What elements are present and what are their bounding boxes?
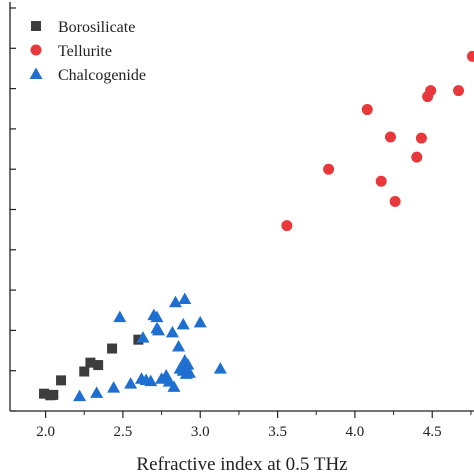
point-chalcogenide: [213, 362, 227, 374]
legend-label: Tellurite: [58, 43, 112, 60]
point-chalcogenide: [165, 325, 179, 338]
legend-item-tellurite: Tellurite: [30, 43, 112, 60]
series-chalcogenide: [73, 292, 227, 402]
point-chalcogenide: [136, 331, 150, 343]
point-chalcogenide: [176, 317, 190, 330]
point-chalcogenide: [113, 310, 127, 323]
point-chalcogenide: [168, 295, 182, 308]
point-tellurite: [425, 85, 437, 97]
point-tellurite: [389, 195, 401, 207]
x-tick-label: 2.0: [36, 424, 55, 440]
x-tick-label: 4.5: [423, 424, 442, 440]
point-borosilicate: [56, 375, 67, 386]
point-chalcogenide: [107, 381, 121, 393]
point-borosilicate: [39, 388, 50, 399]
legend-item-borosilicate: Borosilicate: [31, 19, 135, 36]
legend-marker-tellurite: [30, 44, 42, 56]
point-tellurite: [415, 132, 427, 144]
x-tick-label: 2.5: [114, 424, 133, 440]
legend: Borosilicate Tellurite Chalcogenide: [29, 19, 146, 84]
legend-label: Chalcogenide: [58, 67, 146, 84]
point-chalcogenide: [144, 374, 158, 387]
point-borosilicate: [48, 389, 59, 400]
point-chalcogenide: [178, 292, 192, 304]
point-tellurite: [361, 104, 373, 116]
point-tellurite: [375, 175, 387, 187]
point-chalcogenide: [193, 315, 207, 328]
legend-label: Borosilicate: [58, 19, 135, 36]
legend-item-chalcogenide: Chalcogenide: [29, 67, 146, 84]
point-tellurite: [466, 50, 474, 62]
point-chalcogenide: [73, 389, 87, 402]
x-axis-label: Refractive index at 0.5 THz: [136, 454, 347, 474]
point-borosilicate: [93, 360, 104, 371]
point-chalcogenide: [124, 377, 138, 389]
point-chalcogenide: [167, 380, 181, 392]
series-tellurite: [281, 50, 474, 232]
point-tellurite: [453, 85, 465, 97]
series-borosilicate: [39, 334, 144, 401]
point-chalcogenide: [150, 310, 164, 323]
point-chalcogenide: [172, 340, 186, 352]
data-points: [39, 50, 474, 402]
point-chalcogenide: [90, 386, 104, 398]
point-tellurite: [281, 220, 293, 232]
point-borosilicate: [79, 366, 90, 377]
x-tick-label: 4.0: [346, 424, 365, 440]
axes: 2.0 2.5 3.0 3.5 4.0 4.5: [9, 2, 474, 440]
point-chalcogenide: [181, 358, 195, 370]
point-tellurite: [323, 163, 335, 175]
x-tick-label: 3.5: [268, 424, 287, 440]
point-borosilicate: [107, 343, 118, 354]
point-chalcogenide: [151, 323, 165, 336]
point-borosilicate: [85, 357, 96, 368]
point-tellurite: [411, 151, 423, 163]
legend-marker-borosilicate: [31, 21, 41, 31]
point-tellurite: [384, 131, 396, 143]
x-tick-label: 3.0: [191, 424, 210, 440]
point-chalcogenide: [182, 366, 196, 378]
legend-marker-chalcogenide: [29, 67, 43, 79]
